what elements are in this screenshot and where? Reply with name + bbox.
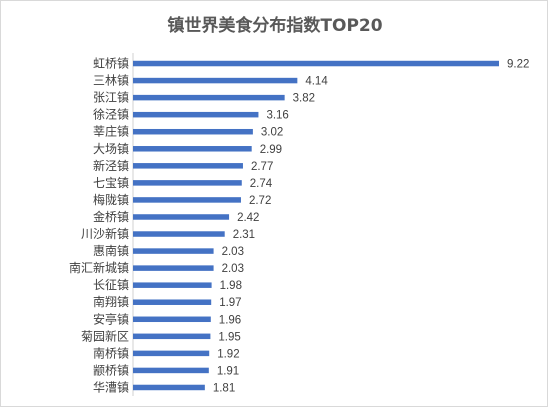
category-label: 张江镇 — [93, 91, 129, 105]
bar — [133, 248, 214, 254]
chart-title: 镇世界美食分布指数TOP20 — [167, 15, 382, 36]
bar — [133, 350, 210, 357]
value-label: 3.02 — [261, 127, 283, 139]
value-label: 2.74 — [250, 178, 273, 190]
category-label: 南桥镇 — [93, 345, 129, 360]
category-label: 梅陇镇 — [93, 192, 129, 207]
bar — [133, 367, 209, 374]
value-label: 1.95 — [218, 331, 240, 343]
value-label: 2.77 — [251, 161, 273, 173]
bars-group: 虹桥镇 9.22 三林镇 4.14 张江镇 3.82 徐泾镇 3.16 莘庄镇 3.02 大场镇 2.… — [69, 57, 529, 395]
value-label: 1.92 — [217, 348, 239, 360]
value-label: 2.99 — [260, 144, 282, 156]
category-label: 颛桥镇 — [93, 363, 129, 377]
value-label: 1.91 — [217, 365, 239, 377]
category-label: 七宝镇 — [93, 176, 129, 190]
category-label: 长征镇 — [93, 278, 129, 292]
value-label: 1.81 — [213, 382, 235, 394]
bar — [133, 163, 243, 169]
category-label: 华漕镇 — [93, 380, 129, 394]
bar — [133, 316, 211, 323]
category-label: 新泾镇 — [93, 158, 129, 173]
category-label: 川沙新镇 — [81, 226, 129, 241]
value-label: 1.98 — [220, 280, 242, 292]
value-label: 1.97 — [219, 297, 241, 309]
bar — [133, 197, 241, 203]
value-label: 3.82 — [293, 93, 315, 105]
value-label: 2.72 — [249, 195, 271, 207]
category-label: 虹桥镇 — [93, 57, 129, 71]
value-label: 2.42 — [237, 212, 259, 224]
value-label: 4.14 — [305, 76, 328, 88]
value-label: 1.96 — [219, 314, 241, 326]
category-label: 惠南镇 — [93, 243, 129, 258]
value-label: 2.03 — [222, 246, 244, 258]
bar — [133, 128, 253, 135]
bar — [133, 77, 298, 84]
category-label: 金桥镇 — [93, 209, 129, 224]
value-label: 2.03 — [222, 263, 244, 275]
category-label: 三林镇 — [93, 74, 129, 88]
bar — [133, 265, 214, 271]
bar — [133, 146, 252, 152]
category-label: 菊园新区 — [81, 328, 129, 343]
bar — [133, 94, 285, 101]
bar — [133, 299, 212, 305]
bar — [133, 231, 225, 237]
bar — [133, 60, 499, 67]
bar — [133, 214, 230, 220]
value-label: 9.22 — [507, 59, 529, 71]
bar — [133, 333, 211, 340]
bar — [133, 111, 259, 118]
value-label: 3.16 — [266, 110, 288, 122]
category-label: 徐泾镇 — [93, 107, 129, 122]
bar — [133, 180, 242, 186]
category-label: 安亭镇 — [93, 311, 129, 326]
category-label: 南汇新城镇 — [69, 260, 129, 275]
value-label: 2.31 — [233, 229, 255, 241]
category-label: 南翔镇 — [93, 294, 129, 309]
bar — [133, 282, 212, 288]
bar — [133, 384, 205, 391]
category-label: 大场镇 — [93, 142, 129, 156]
category-label: 莘庄镇 — [93, 124, 129, 139]
